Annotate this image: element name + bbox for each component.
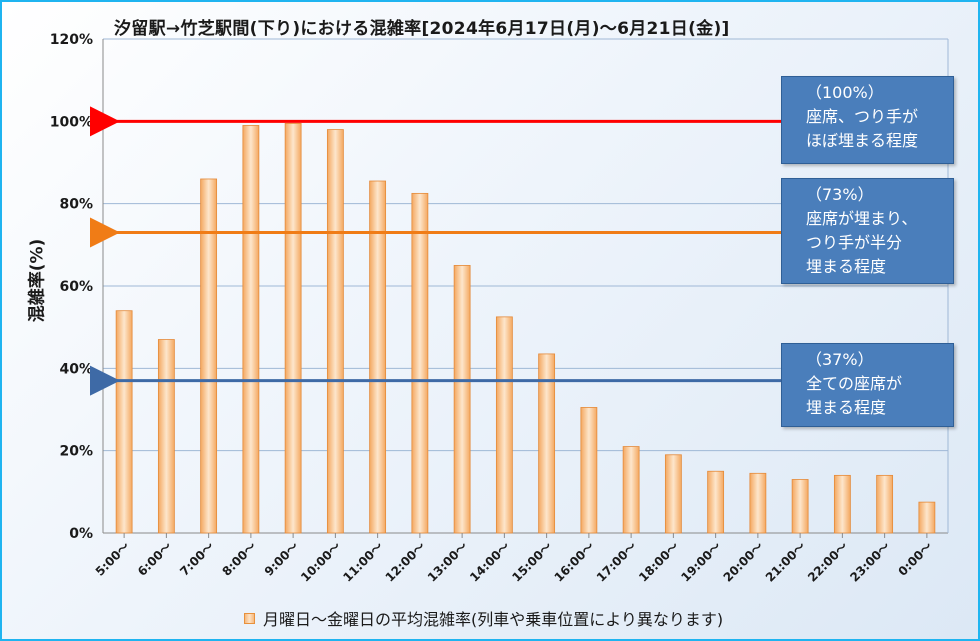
callout-100-line-2: 座席、つり手が (806, 107, 919, 126)
x-tick-label: 19:00～ (678, 539, 723, 584)
y-tick-label: 120% (50, 32, 93, 48)
bar (284, 122, 302, 534)
x-tick-label: 21:00～ (763, 539, 808, 584)
callout-73-line-1: （73%） (806, 185, 874, 204)
callout-37-percent: （37%） 全ての座席が 埋まる程度 (781, 343, 954, 427)
bar (707, 470, 725, 534)
chart-title: 汐留駅→竹芝駅間(下り)における混雑率[2024年6月17日(月)～6月21日(… (114, 19, 730, 39)
bar (242, 125, 260, 534)
callout-73-line-2: 座席が埋まり、 (806, 209, 918, 228)
x-tick-label: 11:00～ (340, 539, 385, 584)
x-tick-label: 12:00～ (383, 539, 428, 584)
x-tick-label: 22:00～ (805, 539, 850, 584)
x-tick-label: 17:00～ (594, 539, 639, 584)
x-tick-label: 23:00～ (847, 539, 892, 584)
callout-73-line-4: 埋まる程度 (806, 257, 887, 276)
bar (876, 474, 894, 534)
y-tick-label: 20% (59, 444, 93, 460)
x-tick-label: 15:00～ (509, 539, 554, 584)
bar (411, 192, 429, 534)
bar (580, 407, 598, 534)
callout-37-line-2: 全ての座席が (806, 374, 903, 393)
bar (115, 310, 133, 534)
x-tick-label: 9:00～ (262, 539, 301, 578)
x-tick-label: 0:00～ (895, 539, 934, 578)
callout-100-line-3: ほぼ埋まる程度 (806, 131, 919, 150)
bar (749, 472, 767, 534)
bar (833, 474, 851, 534)
x-tick-label: 8:00～ (219, 539, 258, 578)
legend-swatch (244, 612, 255, 624)
callout-100-percent: （100%） 座席、つり手が ほぼ埋まる程度 (781, 76, 954, 164)
x-tick-label: 7:00～ (177, 539, 216, 578)
bar (918, 501, 936, 534)
callout-37-line-1: （37%） (806, 350, 874, 369)
bar (157, 339, 175, 534)
bar (495, 316, 513, 534)
bar (622, 446, 640, 534)
x-tick-label: 5:00～ (93, 539, 132, 578)
y-tick-label: 40% (59, 361, 93, 377)
callout-37-line-3: 埋まる程度 (806, 398, 887, 417)
legend: 月曜日～金曜日の平均混雑率(列車や乗車位置により異なります) (244, 606, 723, 630)
bar (664, 454, 682, 534)
y-tick-label: 0% (69, 526, 93, 542)
callout-100-line-1: （100%） (806, 83, 884, 102)
x-tick-label: 6:00～ (135, 539, 174, 578)
bar (453, 265, 471, 534)
y-tick-label: 60% (59, 279, 93, 295)
callout-73-percent: （73%） 座席が埋まり、 つり手が半分 埋まる程度 (781, 178, 954, 284)
y-tick-label: 100% (50, 114, 93, 130)
legend-label: 月曜日～金曜日の平均混雑率(列車や乗車位置により異なります) (263, 610, 724, 629)
bar (791, 479, 809, 534)
y-tick-label: 80% (59, 197, 93, 213)
x-tick-label: 14:00～ (467, 539, 512, 584)
bar (326, 129, 344, 534)
callout-73-line-3: つり手が半分 (806, 233, 903, 252)
x-tick-label: 10:00～ (298, 539, 343, 584)
x-tick-label: 20:00～ (721, 539, 766, 584)
x-tick-label: 13:00～ (425, 539, 470, 584)
x-tick-label: 18:00～ (636, 539, 681, 584)
x-tick-label: 16:00～ (552, 539, 597, 584)
